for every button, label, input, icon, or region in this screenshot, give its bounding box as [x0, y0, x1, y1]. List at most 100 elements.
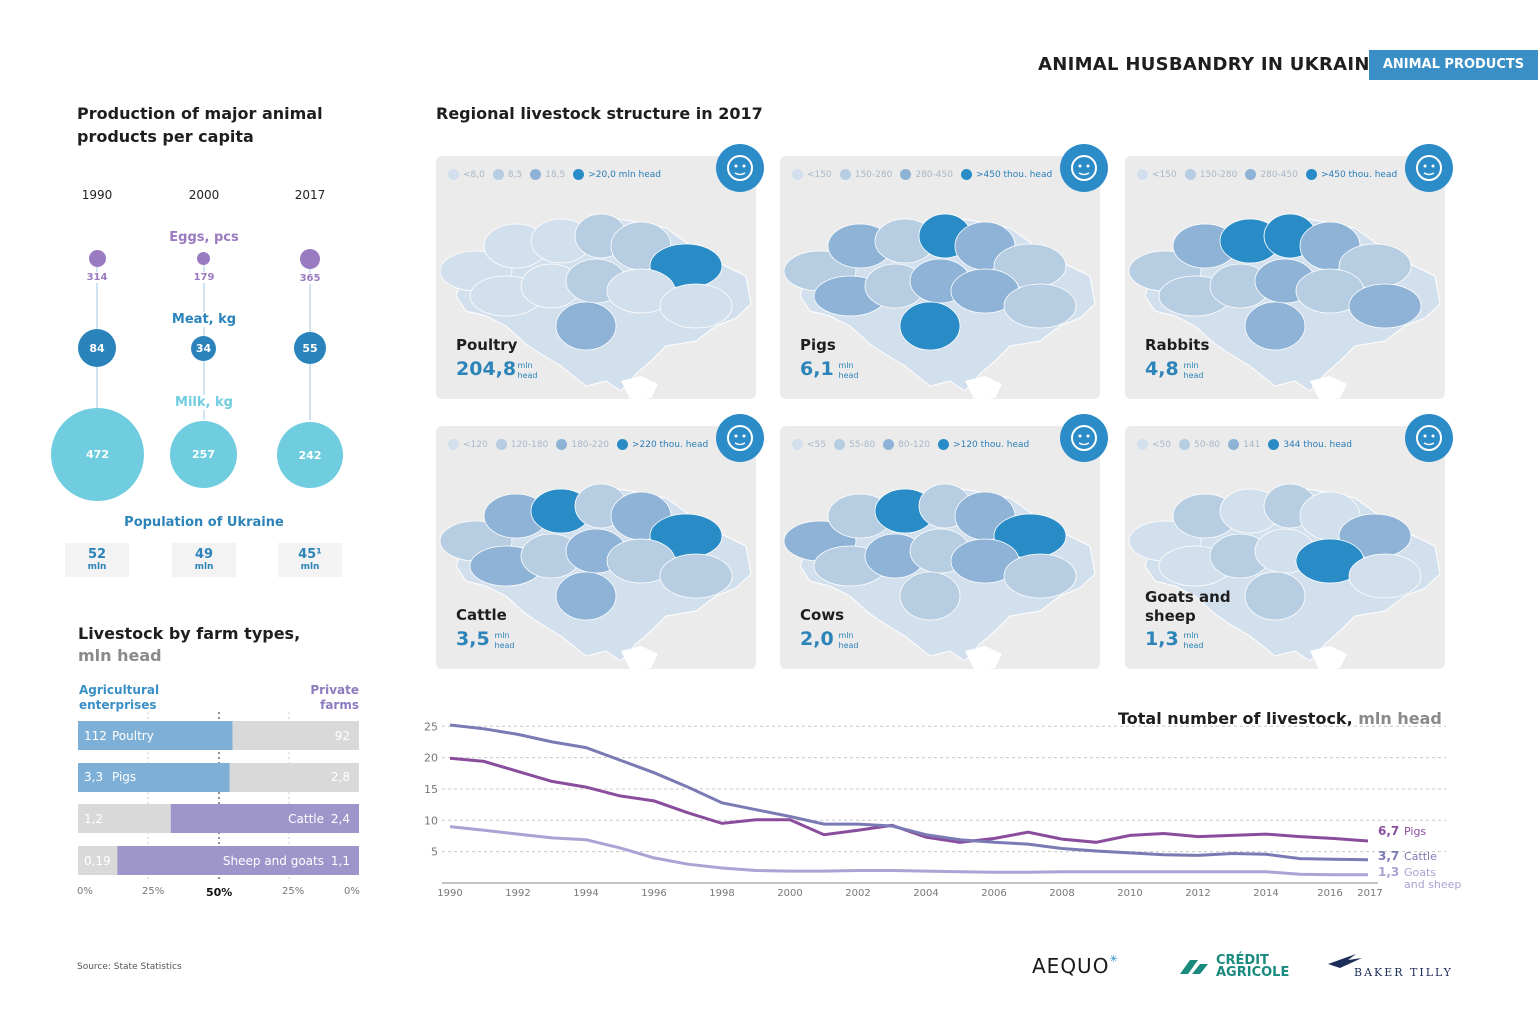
legend-swatch [616, 439, 628, 450]
ukraine-map [1128, 213, 1441, 399]
legend-label: >450 thou. head [1320, 169, 1398, 180]
legend-label: 344 thou. head [1283, 439, 1353, 450]
legend-item: <150 [1137, 169, 1177, 180]
map-card-unit: head [1183, 371, 1204, 380]
farm-bar-private-poultry [232, 721, 359, 750]
legend-swatch [938, 439, 950, 450]
legend-item: 120-180 [495, 439, 549, 450]
map-region [899, 571, 961, 621]
farm-bar-private-cattle [170, 804, 359, 833]
x-tick-label: 1992 [505, 888, 530, 899]
chart-title: Total number of livestock, mln head [1118, 709, 1442, 728]
agri-enterprises-header: Agricultural enterprises [79, 683, 160, 712]
legend-item: 280-450 [1245, 169, 1298, 180]
map-card-4: <120 120-180 180-220 >220 thou. head Cattle 3… [436, 414, 764, 669]
livestock-line-chart: 5 10 15 20 25 1990 1992 1994 1996 1998 2000 2002 200… [424, 720, 1461, 899]
map-card-unit: mln [517, 361, 533, 370]
legend-item: 180-220 [556, 439, 609, 450]
series-end-value: 6,7 [1378, 824, 1399, 838]
ukraine-map [783, 483, 1096, 669]
y-tick-label: 5 [431, 846, 438, 859]
map-region [555, 301, 617, 351]
legend-item: <120 [448, 439, 488, 450]
population-unit: mln [87, 562, 107, 572]
ca-line1: CRÉDIT [1216, 953, 1269, 968]
milk-label: Milk, kg [154, 395, 254, 410]
sheep-name: Sheep and goats [222, 854, 324, 868]
map-legend: <120 120-180 180-220 >220 thou. head [448, 439, 716, 450]
map-card-unit: mln [838, 361, 854, 370]
pigs-right: 2,8 [330, 770, 350, 784]
series-name: and sheep [1404, 878, 1461, 891]
legend-label: <150 [1152, 169, 1177, 180]
legend-swatch [448, 169, 459, 180]
population-value: 49 [194, 547, 214, 562]
chart-title-text: Total number of livestock, [1118, 709, 1353, 728]
sheep-right: 1,1 [330, 854, 350, 868]
population-2017: 45¹ mln [278, 543, 342, 577]
y-tick-label: 10 [424, 814, 438, 827]
maps-title: Regional livestock structure in 2017 [436, 104, 763, 123]
map-card-unit: head [838, 641, 859, 650]
legend-label: <8,0 [463, 169, 485, 180]
sheep-left: 0,19 [84, 854, 111, 868]
chart-title-unit: mln head [1358, 709, 1442, 728]
legend-label: <150 [807, 169, 832, 180]
baker-tilly-logo: BAKER TILLY [1326, 950, 1466, 980]
report-title: ANIMAL HUSBANDRY IN UKRAINE [1038, 54, 1383, 75]
map-region [899, 301, 961, 351]
legend-swatch [883, 439, 895, 450]
map-card-name: Cows [800, 606, 845, 624]
legend-label: 55-80 [849, 439, 876, 450]
crimea-region [965, 376, 1002, 399]
legend-label: <55 [807, 439, 826, 450]
legend-item: 141 [1228, 439, 1260, 450]
crimea-region [1310, 376, 1347, 399]
legend-label: 18,5 [545, 169, 566, 180]
population-2000: 49 mln [172, 543, 236, 577]
map-legend: <50 50-80 141 344 thou. head [1137, 439, 1360, 450]
legend-item: >450 thou. head [1305, 169, 1398, 180]
map-card-name: Rabbits [1145, 336, 1210, 354]
eggs-value-2000: 179 [184, 272, 224, 283]
axis-0-left: 0% [77, 886, 93, 897]
legend-item: 344 thou. head [1268, 439, 1352, 450]
eggs-label: Eggs, pcs [154, 230, 254, 245]
year-2000: 2000 [188, 188, 220, 202]
farm-bar-agri-sheep-and-goats [78, 846, 118, 875]
y-tick-label: 20 [424, 752, 438, 765]
series-end-value: 1,3 [1378, 865, 1399, 879]
x-tick-label: 2014 [1253, 888, 1278, 899]
farm-bar-private-pigs [229, 763, 359, 792]
map-card-unit: mln [494, 631, 510, 640]
legend-swatch [1184, 169, 1196, 180]
x-tick-label: 2006 [981, 888, 1006, 899]
map-region [1003, 553, 1077, 599]
y-tick-label: 25 [424, 720, 438, 733]
legend-label: 120-180 [510, 439, 549, 450]
ukraine-map [439, 483, 752, 669]
series-name: Pigs [1404, 825, 1426, 838]
eggs-value-1990: 314 [77, 272, 117, 283]
map-card-unit: head [1183, 641, 1204, 650]
population-value: 52 [87, 547, 107, 562]
series-name: Goats [1404, 866, 1436, 879]
pig-icon [1060, 144, 1108, 192]
series-line-goats-and-sheep [449, 825, 1368, 877]
x-tick-label: 2000 [777, 888, 802, 899]
legend-swatch [839, 169, 851, 180]
year-2017: 2017 [294, 188, 326, 202]
poultry-right: 92 [334, 729, 350, 743]
legend-swatch [960, 169, 972, 180]
legend-item: >220 thou. head [616, 439, 708, 450]
farm-bar-private-sheep-and-goats [117, 846, 359, 875]
cattle-right: 2,4 [330, 812, 350, 826]
farm-bar-agri-poultry [78, 721, 233, 750]
aequo-logo-text: AEQUO [1032, 954, 1110, 978]
map-card-value: 3,5 [456, 628, 490, 650]
map-card-name: Poultry [456, 336, 518, 354]
map-card-unit: head [838, 371, 859, 380]
legend-swatch [834, 439, 845, 450]
crimea-region [621, 646, 658, 669]
farm-types-bars [78, 712, 359, 880]
